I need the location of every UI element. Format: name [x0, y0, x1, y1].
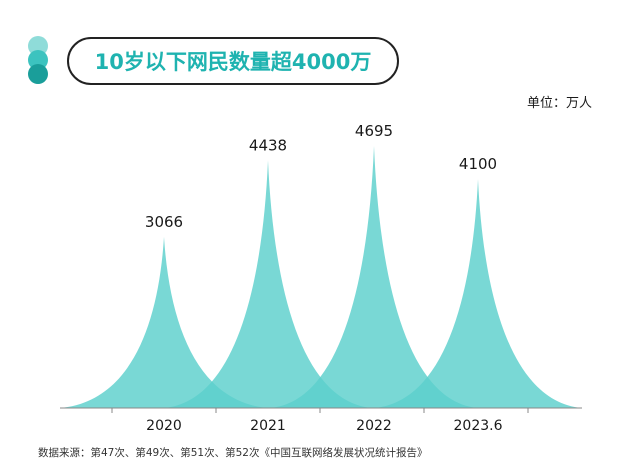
decor-dot-top [28, 36, 48, 56]
title-pill [67, 37, 399, 85]
peak-2020 [60, 236, 268, 408]
x-tick-label-2022: 2022 [356, 418, 392, 434]
peak-2023.6 [374, 179, 582, 408]
peak-2022 [270, 146, 478, 408]
x-tick-label-2020: 2020 [146, 418, 182, 434]
data-label-2021: 4438 [249, 136, 287, 154]
data-label-2023.6: 4100 [459, 155, 497, 173]
source-note: 数据来源：第47次、第49次、第51次、第52次《中国互联网络发展状况统计报告》 [38, 446, 427, 459]
decor-dot-bottom [28, 64, 48, 84]
peaks-layer [60, 146, 582, 408]
data-label-2022: 4695 [355, 122, 393, 140]
x-tick-label-2021: 2021 [250, 418, 286, 434]
data-label-2020: 3066 [145, 213, 183, 231]
unit-label: 单位：万人 [527, 96, 592, 111]
ticks-layer [111, 408, 529, 413]
decor-dot-middle [28, 50, 48, 70]
x-tick-label-2023.6: 2023.6 [454, 418, 503, 434]
labels-layer: 3066 2020 4438 2021 4695 2022 4100 2023.6 [145, 122, 503, 434]
chart-title: 10岁以下网民数量超4000万 [95, 50, 372, 74]
peak-2021 [164, 160, 372, 408]
